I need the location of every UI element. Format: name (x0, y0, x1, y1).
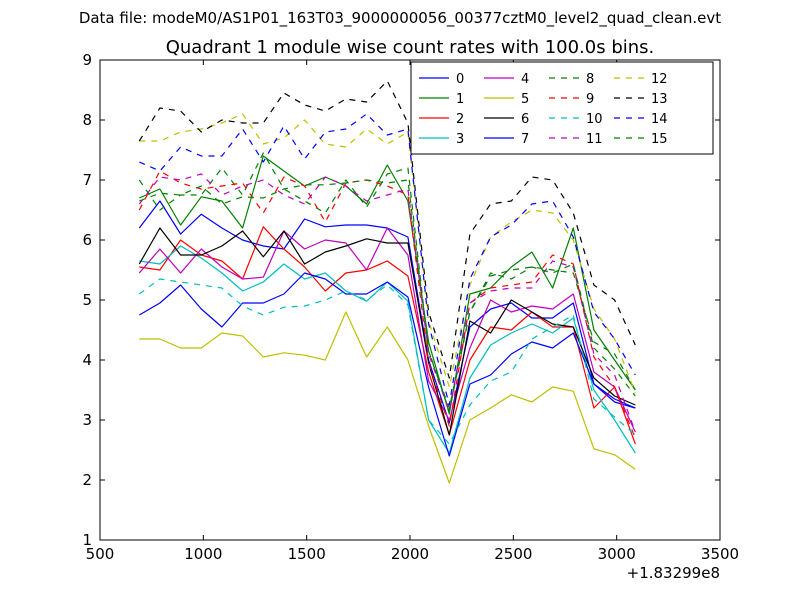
y-tick-label: 7 (82, 171, 92, 189)
legend-label-1: 1 (456, 92, 464, 107)
legend-frame (410, 61, 714, 155)
series-line-8 (138, 152, 636, 409)
legend-label-11: 11 (586, 132, 603, 147)
series-line-5 (139, 311, 636, 484)
series-line-10 (138, 278, 636, 445)
legend-label-9: 9 (586, 92, 594, 107)
series-line-14 (139, 113, 636, 406)
legend-label-8: 8 (586, 72, 594, 87)
y-tick-label: 5 (82, 291, 92, 309)
legend-label-6: 6 (521, 112, 529, 127)
x-offset-label: +1.83299e8 (627, 564, 720, 582)
series-line-11 (138, 173, 636, 433)
series-line-6 (138, 227, 636, 436)
suptitle: Data file: modeM0/AS1P01_163T03_90000000… (79, 9, 721, 28)
legend-label-2: 2 (456, 112, 464, 127)
y-tick-label: 2 (82, 471, 92, 489)
legend-label-14: 14 (651, 112, 668, 127)
plot-area (138, 80, 636, 484)
x-tick-label: 3000 (598, 545, 636, 563)
x-tick-label: 1500 (288, 545, 326, 563)
y-tick-label: 3 (82, 411, 92, 429)
legend-label-5: 5 (521, 92, 529, 107)
x-tick-label: 2000 (391, 545, 429, 563)
legend-label-3: 3 (456, 132, 464, 147)
y-tick-label: 6 (82, 231, 92, 249)
series-line-13 (138, 80, 636, 379)
series-line-9 (138, 170, 636, 439)
legend-label-7: 7 (521, 132, 529, 147)
legend-label-4: 4 (521, 72, 529, 87)
y-tick-label: 1 (82, 531, 92, 549)
legend-label-0: 0 (456, 72, 464, 87)
series-line-2 (139, 226, 636, 445)
legend-label-12: 12 (651, 72, 668, 87)
x-tick-label: 3500 (701, 545, 739, 563)
legend-label-10: 10 (586, 112, 603, 127)
series-line-7 (138, 272, 636, 457)
series-line-12 (139, 113, 636, 394)
y-tick-label: 8 (82, 111, 92, 129)
y-tick-label: 4 (82, 351, 92, 369)
x-tick-label: 500 (86, 545, 115, 563)
legend-label-15: 15 (651, 132, 668, 147)
x-tick-label: 2500 (494, 545, 532, 563)
y-tick-label: 9 (82, 51, 92, 69)
chart-title: Quadrant 1 module wise count rates with … (166, 37, 655, 58)
series-line-4 (138, 227, 636, 433)
series-line-1 (139, 155, 636, 415)
legend-label-13: 13 (651, 92, 668, 107)
x-tick-label: 1000 (184, 545, 222, 563)
